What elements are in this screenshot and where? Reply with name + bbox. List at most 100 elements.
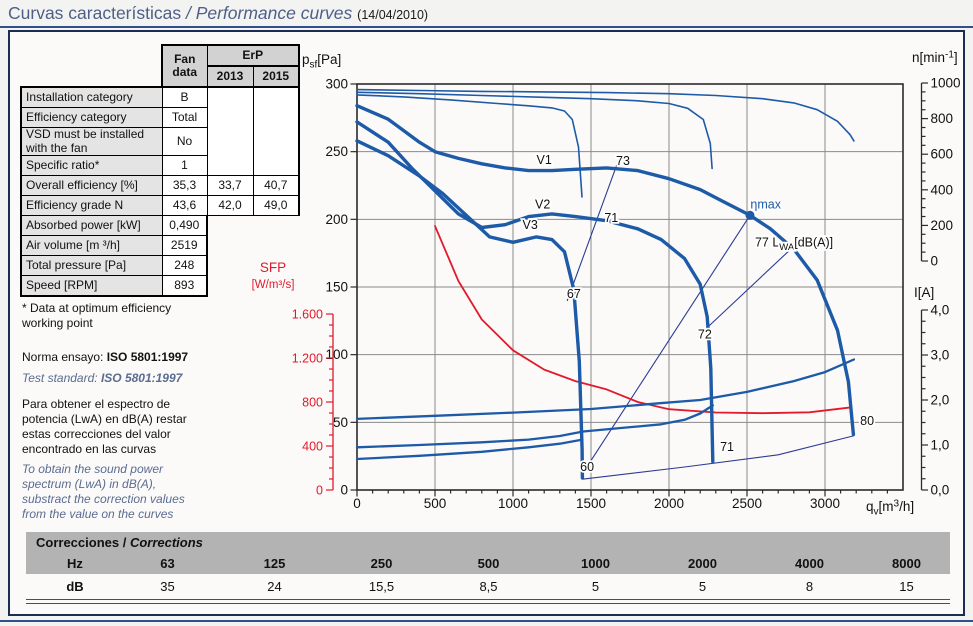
- db-value: 15: [863, 574, 950, 598]
- svg-text:I[A]: I[A]: [914, 285, 934, 300]
- svg-text:0: 0: [931, 254, 939, 269]
- erp-2013-value: 33,7: [206, 175, 254, 196]
- svg-text:600: 600: [931, 147, 954, 162]
- svg-text:71: 71: [604, 211, 618, 225]
- svg-text:1000: 1000: [931, 76, 961, 91]
- fan-row-label: Specific ratio*: [20, 155, 163, 176]
- fan-row-label: Speed [RPM]: [20, 275, 163, 297]
- svg-text:2500: 2500: [732, 496, 762, 511]
- current-axis: 0,0 1,0 2,0 3,0 4,0: [920, 303, 950, 498]
- title-date: (14/04/2010): [357, 8, 429, 22]
- hz-value: 4000: [756, 553, 863, 574]
- note-optimum-point: * Data at optimum efficiency working poi…: [22, 301, 172, 330]
- svg-text:500: 500: [424, 496, 447, 511]
- db-value: 5: [649, 574, 756, 598]
- curve-labels: V1 73 V2 71 V3 67 72 60 71 80 ηmax 77 LWA[dB(A)]: [521, 151, 876, 476]
- fan-row-value: 0,490: [161, 215, 208, 236]
- svg-text:80: 80: [860, 414, 874, 428]
- hz-value: 8000: [863, 553, 950, 574]
- fan-row-label: Installation category: [20, 86, 163, 108]
- fan-data-header: Fan data: [161, 44, 208, 88]
- svg-text:77 LWA[dB(A)]: 77 LWA[dB(A)]: [755, 235, 833, 253]
- erp-empty-cell: [206, 86, 254, 176]
- fan-data-table: Fan data ErP 2013 2015 Installation cate…: [20, 44, 300, 297]
- svg-text:73: 73: [616, 154, 630, 168]
- svg-text:0,0: 0,0: [931, 483, 950, 498]
- svg-text:60: 60: [580, 460, 594, 474]
- svg-text:300: 300: [325, 77, 348, 92]
- series-speed-V2: [356, 91, 713, 170]
- hz-value: 2000: [649, 553, 756, 574]
- svg-text:800: 800: [931, 111, 954, 126]
- table-corner-blank: [21, 45, 162, 87]
- svg-text:250: 250: [325, 144, 348, 159]
- series-sfp: [434, 225, 853, 415]
- fan-row-label: Overall efficiency [%]: [20, 175, 163, 196]
- svg-text:ηmax: ηmax: [750, 198, 781, 212]
- fan-row-value: 893: [161, 275, 208, 297]
- fan-row-label: Total pressure [Pa]: [20, 255, 163, 276]
- series-speed-V1: [356, 88, 855, 142]
- fan-row-value: 35,3: [161, 175, 208, 196]
- fan-row-label: Absorbed power [kW]: [20, 215, 163, 236]
- svg-text:n[min-1]: n[min-1]: [912, 50, 958, 66]
- svg-text:0: 0: [316, 484, 323, 498]
- svg-text:800: 800: [302, 396, 323, 410]
- svg-text:4,0: 4,0: [931, 303, 950, 318]
- x-axis: 0 500 1000 1500 2000 2500 3000: [353, 490, 889, 511]
- note-corrections-en: To obtain the sound power spectrum (LwA)…: [22, 462, 185, 521]
- svg-text:qv[m3/h]: qv[m3/h]: [866, 499, 914, 518]
- title-rule: [0, 26, 973, 28]
- fan-row-label: Efficiency grade N: [20, 195, 163, 216]
- corrections-title: Correcciones / Corrections: [26, 532, 950, 553]
- svg-text:1,0: 1,0: [931, 438, 950, 453]
- series-lwa-line-60-etamax: [581, 214, 751, 475]
- pressure-axis: 0 50 100 150 200 250 300: [325, 77, 357, 498]
- svg-text:psf[Pa]: psf[Pa]: [302, 52, 341, 71]
- series-lwa-line-end-80: [581, 435, 854, 480]
- svg-text:V1: V1: [537, 153, 552, 167]
- db-value: 35: [114, 574, 221, 598]
- page-bottom-rule: [0, 620, 973, 622]
- erp-2015-value: 40,7: [252, 175, 300, 196]
- db-value: 8,5: [435, 574, 542, 598]
- series-lwa-line-72-77: [706, 247, 793, 329]
- svg-text:50: 50: [333, 415, 348, 430]
- svg-text:1000: 1000: [498, 496, 528, 511]
- db-value: 15,5: [328, 574, 435, 598]
- fan-row-value: 2519: [161, 235, 208, 256]
- page-title: Curvas características / Performance cur…: [8, 3, 428, 24]
- svg-text:V2: V2: [535, 198, 550, 212]
- svg-text:3000: 3000: [810, 496, 840, 511]
- series-pressure-V1: [355, 103, 856, 437]
- svg-text:[W/m³/s]: [W/m³/s]: [252, 279, 295, 291]
- erp-empty-cell: [252, 86, 300, 176]
- series-current-V1: [355, 358, 856, 421]
- erp-2013-header: 2013: [206, 65, 254, 88]
- note-test-standard-es: Norma ensayo: ISO 5801:1997: [22, 350, 189, 364]
- svg-text:100: 100: [325, 347, 348, 362]
- erp-2015-header: 2015: [252, 65, 300, 88]
- svg-text:SFP: SFP: [260, 260, 286, 275]
- note-corrections-es: Para obtener el espectro de potencia (Lw…: [22, 397, 187, 456]
- series-pressure-V2: [355, 120, 715, 464]
- hz-value: 250: [328, 553, 435, 574]
- svg-text:2000: 2000: [654, 496, 684, 511]
- svg-text:400: 400: [931, 182, 954, 197]
- note-test-standard-en: Test standard: ISO 5801:1997: [22, 371, 183, 385]
- svg-text:2,0: 2,0: [931, 393, 950, 408]
- svg-text:1.600: 1.600: [292, 308, 323, 322]
- fan-row-value: 1: [161, 155, 208, 176]
- sfp-axis: 0 400 800 1.200 1.600: [292, 308, 334, 498]
- hz-value: 125: [221, 553, 328, 574]
- hz-value: 63: [114, 553, 221, 574]
- svg-text:150: 150: [325, 280, 348, 295]
- series-current-V3: [355, 438, 584, 461]
- series-pressure-V3: [355, 139, 585, 480]
- svg-text:1500: 1500: [576, 496, 606, 511]
- title-spanish: Curvas características: [8, 3, 182, 23]
- svg-text:400: 400: [302, 440, 323, 454]
- fan-row-label: Efficiency category: [20, 107, 163, 128]
- svg-text:72: 72: [698, 327, 712, 341]
